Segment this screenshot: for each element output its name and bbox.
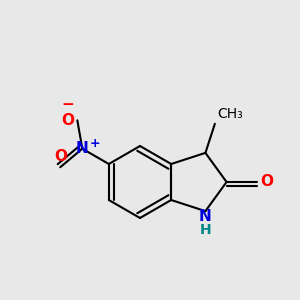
Text: CH₃: CH₃ [217,107,243,121]
Text: N: N [76,141,89,156]
Text: +: + [89,137,100,150]
Text: −: − [61,97,74,112]
Text: O: O [260,175,273,190]
Text: O: O [61,113,74,128]
Text: N: N [199,209,212,224]
Text: O: O [54,149,67,164]
Text: H: H [200,223,211,237]
